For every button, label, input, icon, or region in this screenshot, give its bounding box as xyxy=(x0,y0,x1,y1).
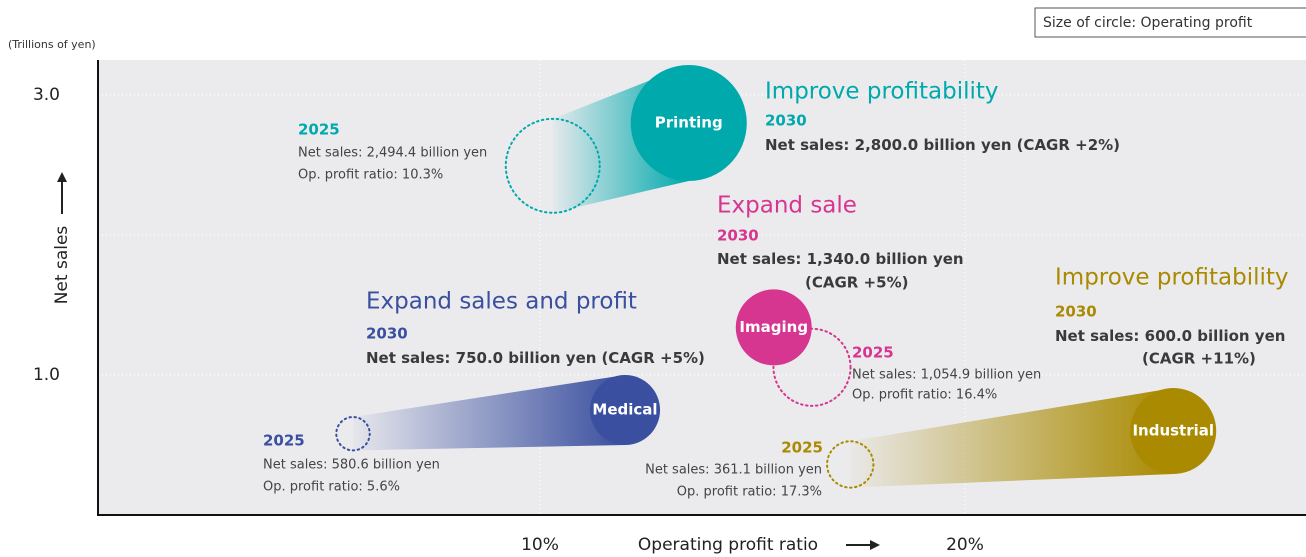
sales-2025: Net sales: 580.6 billion yen xyxy=(263,458,440,473)
year-2030: 2030 xyxy=(366,325,408,343)
year-2025: 2025 xyxy=(298,121,340,139)
y-arrow-head xyxy=(57,172,67,182)
y-axis-label: Net sales xyxy=(52,226,72,305)
y-tick-label: 3.0 xyxy=(33,85,60,105)
x-tick-label: 10% xyxy=(521,535,559,555)
cagr: (CAGR +11%) xyxy=(1142,350,1256,368)
sales-2030: Net sales: 750.0 billion yen (CAGR +5%) xyxy=(366,349,705,367)
ratio-2025: Op. profit ratio: 17.3% xyxy=(677,485,822,500)
year-2030: 2030 xyxy=(1055,303,1097,321)
segment-name: Printing xyxy=(655,114,723,132)
year-2025: 2025 xyxy=(781,439,823,457)
year-2030: 2030 xyxy=(765,112,807,130)
x-arrow-head xyxy=(870,540,880,550)
year-2025: 2025 xyxy=(852,344,894,362)
cagr: (CAGR +5%) xyxy=(805,274,908,292)
bubble-2025 xyxy=(772,327,852,407)
ratio-2025: Op. profit ratio: 16.4% xyxy=(852,388,997,403)
ratio-2025: Op. profit ratio: 5.6% xyxy=(263,480,400,495)
segment-name: Imaging xyxy=(739,318,808,336)
sales-2025: Net sales: 2,494.4 billion yen xyxy=(298,146,487,161)
x-axis-label: Operating profit ratio xyxy=(638,535,818,555)
bubble-2025 xyxy=(335,416,371,452)
sales-2030: Net sales: 600.0 billion yen xyxy=(1055,327,1285,345)
cagr: (CAGR +2%) xyxy=(1017,136,1120,154)
x-tick-label: 20% xyxy=(946,535,984,555)
y-tick-label: 1.0 xyxy=(33,365,60,385)
strategy-heading: Expand sales and profit xyxy=(366,289,637,315)
sales-2025: Net sales: 361.1 billion yen xyxy=(645,463,822,478)
growth-tail xyxy=(353,374,625,451)
sales-2030-value: Net sales: 2,800.0 billion yen xyxy=(765,136,1012,154)
strategy-heading: Improve profitability xyxy=(1055,265,1289,291)
sales-2030-value: Net sales: 600.0 billion yen xyxy=(1055,327,1285,345)
year-2030: 2030 xyxy=(717,227,759,245)
labels: Printing Improve profitability 2030 Net sal… xyxy=(263,79,1289,500)
bubble-2025 xyxy=(826,440,875,489)
strategy-heading: Improve profitability xyxy=(765,79,999,105)
bubble-2030 xyxy=(1130,388,1217,474)
sales-2030-value: Net sales: 1,340.0 billion yen xyxy=(717,250,964,268)
bubble-2030 xyxy=(630,64,747,182)
sales-2030: Net sales: 1,340.0 billion yen xyxy=(717,250,964,268)
bubble-2030 xyxy=(589,374,661,446)
bubble-2025 xyxy=(504,117,601,214)
size-legend-box xyxy=(1034,7,1306,38)
bubble-2030 xyxy=(735,289,812,366)
growth-tail xyxy=(850,388,1174,488)
cagr: (CAGR +5%) xyxy=(601,349,704,367)
sales-2030: Net sales: 2,800.0 billion yen (CAGR +2%) xyxy=(765,136,1120,154)
year-2025: 2025 xyxy=(263,432,305,450)
y-unit: (Trillions of yen) xyxy=(8,38,96,51)
marks xyxy=(335,64,1217,489)
segment-name: Medical xyxy=(592,401,657,419)
ratio-2025: Op. profit ratio: 10.3% xyxy=(298,168,443,183)
size-legend: Size of circle: Operating profit xyxy=(1043,15,1253,31)
sales-2030-value: Net sales: 750.0 billion yen xyxy=(366,349,596,367)
sales-2025: Net sales: 1,054.9 billion yen xyxy=(852,368,1041,383)
strategy-heading: Expand sale xyxy=(717,193,857,219)
segment-name: Industrial xyxy=(1132,422,1214,440)
